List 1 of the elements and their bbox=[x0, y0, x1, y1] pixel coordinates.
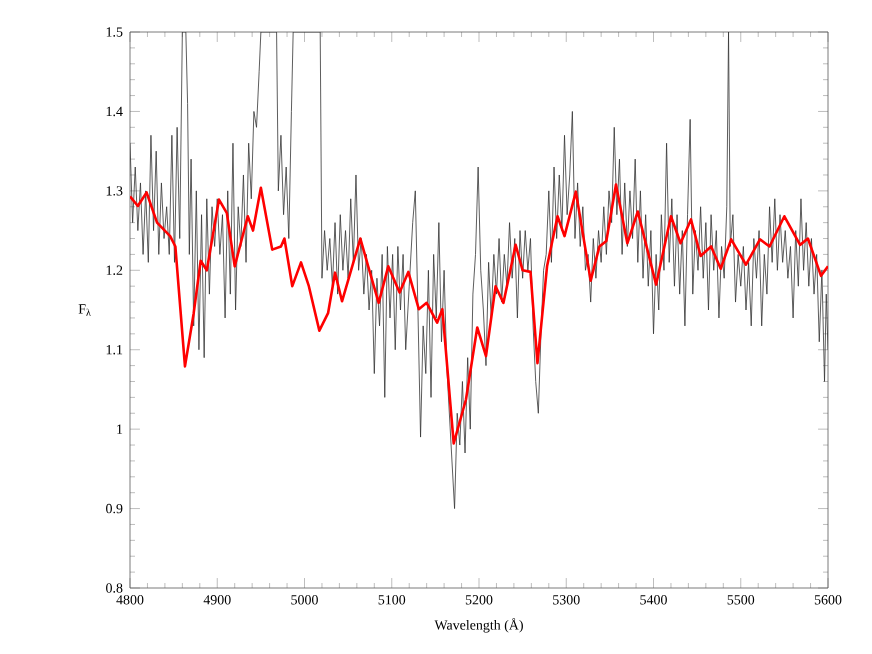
line-series bbox=[130, 183, 828, 445]
